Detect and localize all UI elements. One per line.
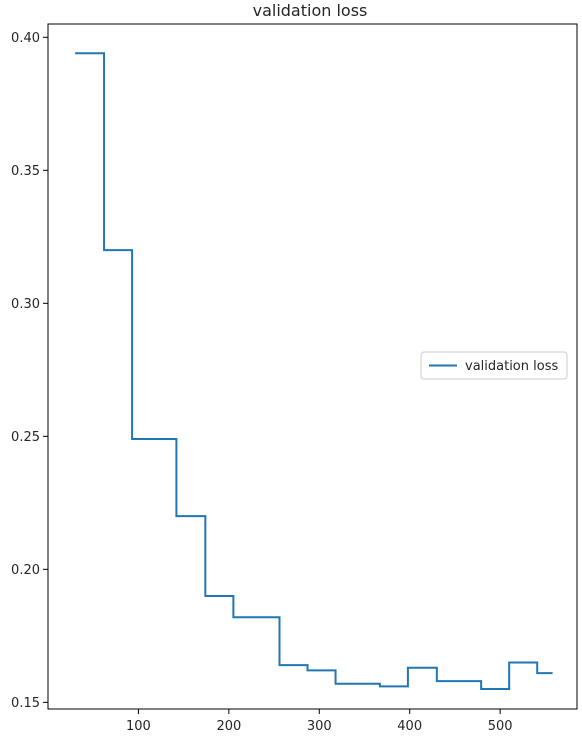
- plot-area: [75, 52, 553, 691]
- y-tick-label-5: 0.40: [11, 31, 40, 46]
- legend-box: [420, 351, 568, 380]
- y-tick-label-0: 0.15: [11, 696, 40, 711]
- x-tick-label-3: 400: [397, 719, 422, 734]
- axes: 0.15 0.20 0.25 0.30 0.35 0.40 100 200 300 400 500: [11, 23, 578, 734]
- y-tick-label-3: 0.30: [11, 297, 40, 312]
- y-tick-label-2: 0.25: [11, 430, 40, 445]
- chart-title: validation loss: [253, 1, 368, 20]
- x-tick-label-1: 200: [216, 719, 241, 734]
- axes-frame: [47, 23, 578, 710]
- y-tick-label-4: 0.35: [11, 164, 40, 179]
- series-line-0: [75, 52, 553, 691]
- legend-label-0: validation loss: [465, 359, 558, 374]
- x-tick-label-4: 500: [488, 719, 513, 734]
- x-tick-label-2: 300: [307, 719, 332, 734]
- legend: validation loss: [420, 351, 568, 380]
- y-tick-label-1: 0.20: [11, 563, 40, 578]
- x-tick-label-0: 100: [126, 719, 151, 734]
